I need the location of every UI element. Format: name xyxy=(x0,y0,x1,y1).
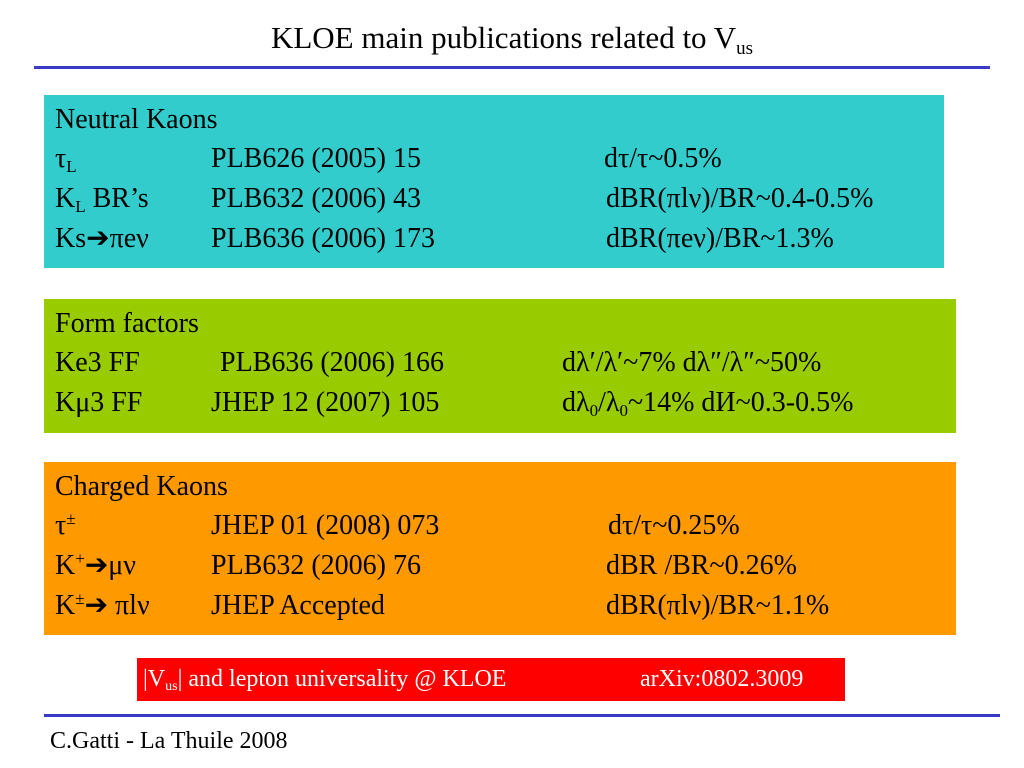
panel-heading: Neutral Kaons xyxy=(55,104,218,135)
precision-value: dλ0/λ0~14% dИ~0.3-0.5% xyxy=(562,387,854,420)
precision-value: dBR /BR~0.26% xyxy=(606,550,797,581)
journal-reference: PLB636 (2006) 166 xyxy=(220,347,444,378)
quantity-label: K+➔μν xyxy=(55,549,136,581)
precision-value: dBR(πlν)/BR~0.4-0.5% xyxy=(606,183,874,214)
footer-credit: C.Gatti - La Thuile 2008 xyxy=(50,728,288,754)
precision-value: dλ′/λ′~7% dλ″/λ″~50% xyxy=(562,347,822,378)
quantity-label: τL xyxy=(55,143,77,176)
publication-row: KL BR’s PLB632 (2006) 43 dBR(πlν)/BR~0.4… xyxy=(55,179,944,219)
journal-reference: PLB632 (2006) 43 xyxy=(211,183,421,214)
neutral-kaons-panel: Neutral Kaons τL PLB626 (2005) 15 dτ/τ~0… xyxy=(44,95,944,268)
arxiv-reference: arXiv:0802.3009 xyxy=(640,666,804,692)
journal-reference: PLB626 (2005) 15 xyxy=(211,143,421,174)
quantity-label: KL BR’s xyxy=(55,183,149,216)
highlight-reference-box: |Vus| and lepton universality @ KLOE arX… xyxy=(137,658,845,701)
quantity-label: K±➔ πlν xyxy=(55,589,150,621)
panel-heading: Form factors xyxy=(55,308,199,339)
quantity-label: τ± xyxy=(55,509,76,541)
quantity-label: Ks➔πeν xyxy=(55,223,149,254)
journal-reference: JHEP 01 (2008) 073 xyxy=(211,510,440,541)
journal-reference: PLB632 (2006) 76 xyxy=(211,550,421,581)
bottom-divider xyxy=(44,714,1000,717)
journal-reference: JHEP 12 (2007) 105 xyxy=(211,387,440,418)
precision-value: dBR(πeν)/BR~1.3% xyxy=(606,223,834,254)
journal-reference: PLB636 (2006) 173 xyxy=(211,223,435,254)
publication-row: Ke3 FF PLB636 (2006) 166 dλ′/λ′~7% dλ″/λ… xyxy=(55,343,956,383)
journal-reference: JHEP Accepted xyxy=(211,590,385,621)
publication-row: Kμ3 FF JHEP 12 (2007) 105 dλ0/λ0~14% dИ~… xyxy=(55,383,956,423)
publication-row: τL PLB626 (2005) 15 dτ/τ~0.5% xyxy=(55,139,944,179)
precision-value: dBR(πlν)/BR~1.1% xyxy=(606,590,830,621)
highlight-title: |Vus| and lepton universality @ KLOE xyxy=(143,666,507,694)
title-subscript: us xyxy=(736,38,754,59)
precision-value: dτ/τ~0.5% xyxy=(604,143,722,174)
publication-row: K±➔ πlν JHEP Accepted dBR(πlν)/BR~1.1% xyxy=(55,586,956,626)
quantity-label: Ke3 FF xyxy=(55,347,140,378)
publication-row: K+➔μν PLB632 (2006) 76 dBR /BR~0.26% xyxy=(55,546,956,586)
form-factors-panel: Form factors Ke3 FF PLB636 (2006) 166 dλ… xyxy=(44,299,956,433)
quantity-label: Kμ3 FF xyxy=(55,387,143,418)
slide-title: KLOE main publications related to Vus xyxy=(270,20,754,59)
publication-row: τ± JHEP 01 (2008) 073 dτ/τ~0.25% xyxy=(55,506,956,546)
publication-row: Ks➔πeν PLB636 (2006) 173 dBR(πeν)/BR~1.3… xyxy=(55,219,944,259)
charged-kaons-panel: Charged Kaons τ± JHEP 01 (2008) 073 dτ/τ… xyxy=(44,462,956,635)
panel-heading: Charged Kaons xyxy=(55,471,228,502)
top-divider xyxy=(34,66,990,69)
precision-value: dτ/τ~0.25% xyxy=(608,510,740,541)
